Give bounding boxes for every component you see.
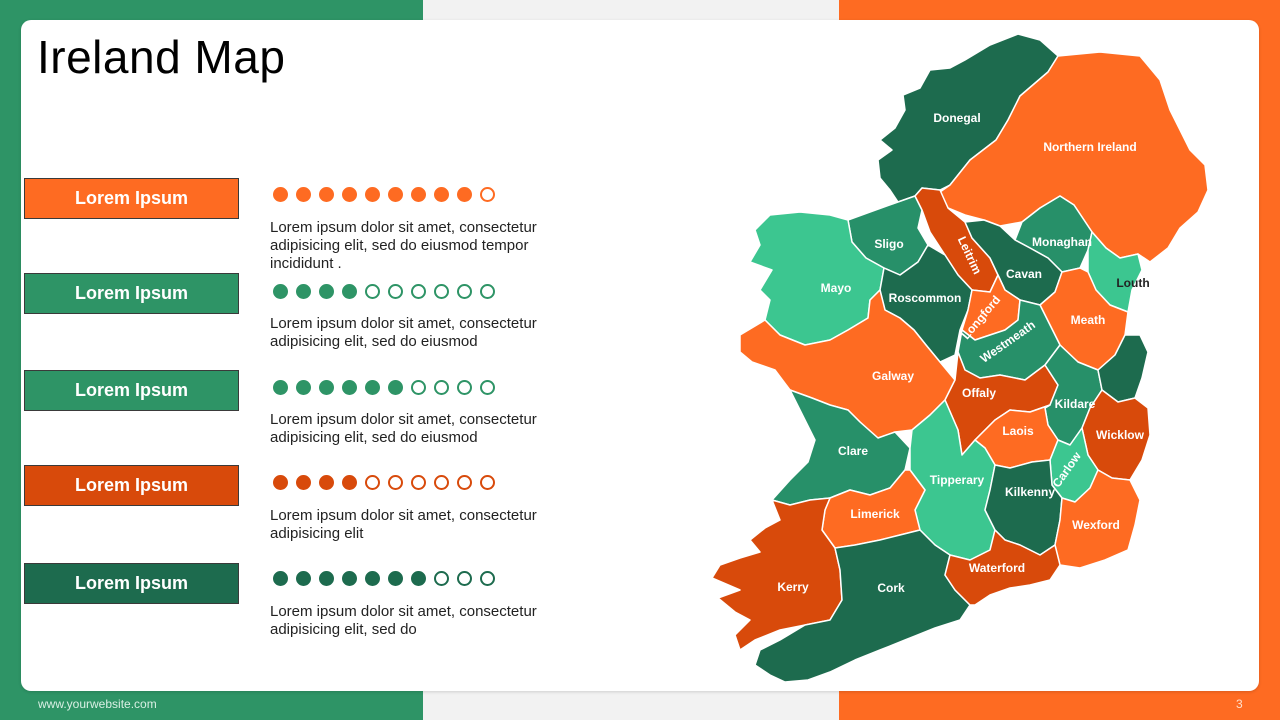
rating-dot-filled <box>365 187 380 202</box>
rating-dot-filled <box>296 475 311 490</box>
row-1-rating <box>273 187 495 202</box>
rating-dot-empty <box>411 380 426 395</box>
row-4-text: Lorem ipsum dolor sit amet, consectetur … <box>270 507 537 542</box>
rating-dot-filled <box>457 187 472 202</box>
rating-dot-filled <box>273 187 288 202</box>
rating-dot-empty <box>434 380 449 395</box>
row-5-rating <box>273 571 495 586</box>
rating-dot-filled <box>296 187 311 202</box>
label-clare: Clare <box>838 444 868 458</box>
label-meath: Meath <box>1071 313 1106 327</box>
row-4-label: Lorem Ipsum <box>24 465 239 506</box>
label-donegal: Donegal <box>933 111 980 125</box>
rating-dot-empty <box>480 187 495 202</box>
rating-dot-filled <box>342 380 357 395</box>
county-kerry[interactable] <box>711 497 843 651</box>
rating-dot-empty <box>457 571 472 586</box>
rating-dot-empty <box>411 475 426 490</box>
county-louth[interactable] <box>1087 231 1143 313</box>
rating-dot-filled <box>273 380 288 395</box>
label-cork: Cork <box>877 581 905 595</box>
rating-dot-filled <box>273 571 288 586</box>
page-title: Ireland Map <box>37 31 286 83</box>
rating-dot-filled <box>434 187 449 202</box>
label-roscommon: Roscommon <box>889 291 962 305</box>
row-3-rating <box>273 380 495 395</box>
rating-dot-empty <box>480 571 495 586</box>
rating-dot-empty <box>480 475 495 490</box>
rating-dot-empty <box>411 284 426 299</box>
rating-dot-filled <box>319 187 334 202</box>
rating-dot-empty <box>365 475 380 490</box>
county-wexford[interactable] <box>1054 469 1141 569</box>
rating-dot-empty <box>457 284 472 299</box>
rating-dot-filled <box>342 187 357 202</box>
row-4-rating <box>273 475 495 490</box>
rating-dot-empty <box>457 380 472 395</box>
rating-dot-filled <box>296 571 311 586</box>
label-kerry: Kerry <box>777 580 809 594</box>
label-cavan: Cavan <box>1006 267 1042 281</box>
rating-dot-empty <box>434 571 449 586</box>
label-wicklow: Wicklow <box>1096 428 1145 442</box>
row-2-rating <box>273 284 495 299</box>
rating-dot-filled <box>319 475 334 490</box>
rating-dot-filled <box>388 380 403 395</box>
label-tipperary: Tipperary <box>930 473 985 487</box>
label-sligo: Sligo <box>874 237 903 251</box>
rating-dot-filled <box>319 284 334 299</box>
rating-dot-filled <box>273 475 288 490</box>
rating-dot-empty <box>388 475 403 490</box>
row-5-text: Lorem ipsum dolor sit amet, consectetur … <box>270 603 537 638</box>
county-cork[interactable] <box>754 529 971 683</box>
rating-dot-empty <box>457 475 472 490</box>
rating-dot-filled <box>296 284 311 299</box>
rating-dot-filled <box>365 380 380 395</box>
label-kilkenny: Kilkenny <box>1005 485 1055 499</box>
rating-dot-filled <box>388 571 403 586</box>
label-northern-ireland: Northern Ireland <box>1043 140 1136 154</box>
rating-dot-filled <box>342 284 357 299</box>
rating-dot-filled <box>411 187 426 202</box>
row-2-text: Lorem ipsum dolor sit amet, consectetur … <box>270 315 537 350</box>
label-kildare: Kildare <box>1055 397 1096 411</box>
rating-dot-filled <box>342 571 357 586</box>
page-number: 3 <box>1236 697 1243 711</box>
county-waterford[interactable] <box>944 529 1061 606</box>
rating-dot-filled <box>365 571 380 586</box>
label-offaly: Offaly <box>962 386 996 400</box>
rating-dot-empty <box>365 284 380 299</box>
rating-dot-filled <box>273 284 288 299</box>
row-2-label: Lorem Ipsum <box>24 273 239 314</box>
label-galway: Galway <box>872 369 914 383</box>
label-limerick: Limerick <box>850 507 900 521</box>
label-mayo: Mayo <box>821 281 852 295</box>
row-3-label: Lorem Ipsum <box>24 370 239 411</box>
label-laois: Laois <box>1002 424 1034 438</box>
label-monaghan: Monaghan <box>1032 235 1092 249</box>
rating-dot-empty <box>480 380 495 395</box>
label-wexford: Wexford <box>1072 518 1120 532</box>
rating-dot-filled <box>296 380 311 395</box>
label-louth: Louth <box>1116 276 1149 290</box>
rating-dot-empty <box>388 284 403 299</box>
rating-dot-filled <box>342 475 357 490</box>
rating-dot-empty <box>434 475 449 490</box>
row-1-label: Lorem Ipsum <box>24 178 239 219</box>
label-waterford: Waterford <box>969 561 1025 575</box>
rating-dot-filled <box>319 571 334 586</box>
row-1-text: Lorem ipsum dolor sit amet, consectetur … <box>270 219 537 272</box>
row-3-text: Lorem ipsum dolor sit amet, consectetur … <box>270 411 537 446</box>
footer-url: www.yourwebsite.com <box>38 697 157 711</box>
rating-dot-empty <box>480 284 495 299</box>
rating-dot-filled <box>319 380 334 395</box>
rating-dot-filled <box>388 187 403 202</box>
rating-dot-filled <box>411 571 426 586</box>
rating-dot-empty <box>434 284 449 299</box>
county-dublin[interactable] <box>1097 334 1149 403</box>
row-5-label: Lorem Ipsum <box>24 563 239 604</box>
